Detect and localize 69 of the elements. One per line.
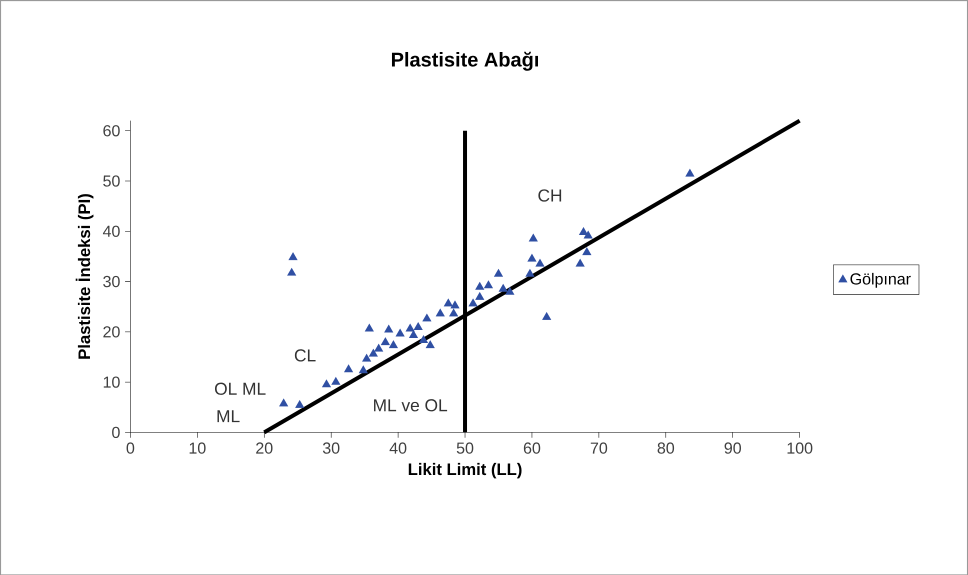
point	[449, 308, 458, 316]
point	[536, 258, 544, 266]
x-tick-label: 0	[126, 442, 134, 454]
point	[358, 365, 368, 374]
y-tick-label: 40	[102, 225, 120, 237]
x-tick-label: 70	[590, 442, 608, 454]
point	[484, 280, 493, 288]
point	[526, 268, 534, 276]
annotation: OL ML	[214, 382, 266, 395]
point	[287, 268, 296, 276]
point	[579, 227, 588, 235]
point	[576, 258, 585, 266]
point	[475, 292, 484, 300]
point	[542, 312, 552, 320]
point	[331, 376, 340, 385]
point	[368, 348, 378, 356]
point	[685, 168, 694, 176]
x-tick-label: 90	[724, 442, 742, 454]
y-tick-label: 50	[103, 175, 120, 186]
point	[380, 337, 390, 345]
chart-title: Plastisite Abağı	[392, 52, 538, 70]
point	[322, 379, 331, 388]
point	[475, 282, 484, 290]
x-tick-label: 100	[788, 442, 812, 454]
annotation: CH	[538, 189, 562, 202]
point	[584, 230, 593, 238]
point	[406, 324, 415, 332]
x-tick-label: 40	[390, 442, 406, 454]
point	[444, 298, 453, 306]
point	[396, 328, 405, 336]
point	[414, 322, 423, 330]
point	[295, 400, 304, 408]
y-tick-label: 0	[112, 426, 120, 438]
point	[498, 284, 508, 292]
x-tick-label: 60	[524, 442, 540, 454]
y-tick-label: 20	[103, 326, 120, 338]
point	[279, 398, 288, 406]
point	[288, 252, 298, 260]
point	[528, 234, 538, 242]
point	[436, 308, 445, 316]
annotation: ML ve OL	[374, 398, 448, 412]
point	[494, 268, 503, 276]
y-tick-label: 10	[104, 376, 120, 388]
point	[426, 340, 435, 348]
annotation: CL	[294, 349, 316, 362]
point	[362, 354, 372, 362]
x-tick-label: 80	[658, 442, 674, 454]
point	[374, 344, 384, 352]
x-tick-label: 20	[256, 442, 273, 454]
point	[344, 364, 353, 372]
point	[422, 313, 432, 322]
annotation: ML	[218, 410, 240, 422]
point	[582, 247, 592, 255]
x-tick-label: 50	[456, 442, 474, 454]
x-tick-label: 30	[322, 442, 340, 454]
y-tick-label: 30	[103, 276, 120, 287]
point	[419, 335, 428, 343]
point	[388, 340, 398, 348]
legend-label: Gölpınar	[850, 272, 911, 288]
y-axis-title: Plastisite İndeksi (PI)	[76, 194, 94, 358]
point	[528, 254, 536, 262]
point	[364, 324, 374, 332]
point	[468, 298, 478, 306]
y-tick-label: 60	[103, 124, 120, 136]
point	[384, 324, 394, 332]
x-axis-title: Likit Limit (LL)	[408, 462, 522, 478]
point	[450, 300, 460, 308]
x-tick-label: 10	[190, 442, 206, 454]
point	[505, 286, 514, 295]
